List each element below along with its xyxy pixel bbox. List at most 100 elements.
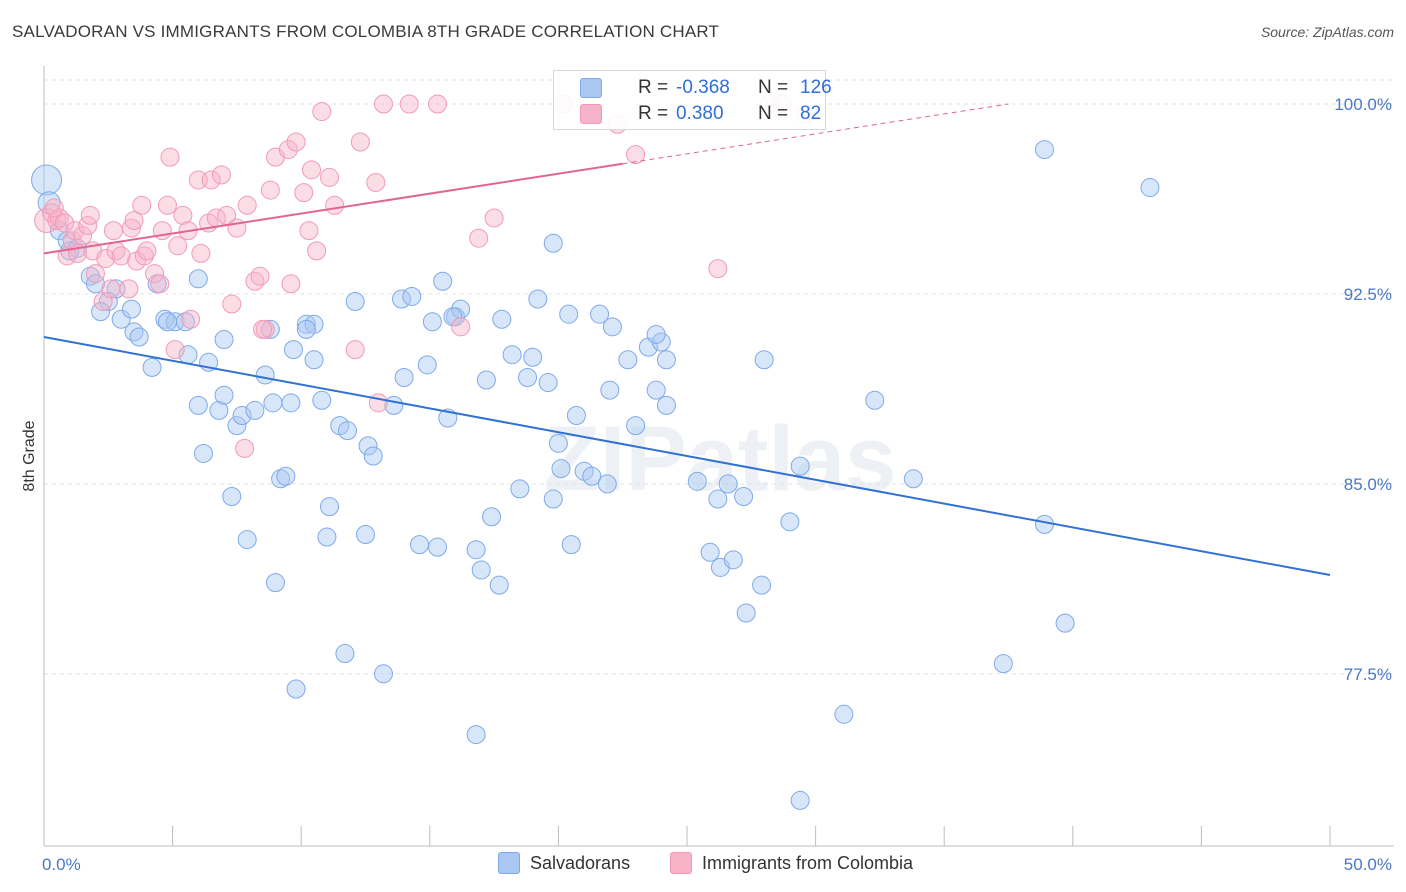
point-colombia <box>165 340 185 360</box>
point-colombia <box>368 393 388 413</box>
point-salvadorans <box>157 312 177 332</box>
point-salvadorans <box>646 324 666 344</box>
point-salvadorans <box>245 400 265 420</box>
legend-r-value: 0.380 <box>676 103 724 124</box>
point-colombia <box>160 147 180 167</box>
point-salvadorans <box>834 704 854 724</box>
point-salvadorans <box>111 309 131 329</box>
point-salvadorans <box>121 299 141 319</box>
y-tick-label: 100.0% <box>1334 95 1392 114</box>
point-salvadorans <box>903 469 923 489</box>
point-salvadorans <box>780 512 800 532</box>
legend-item-salvadorans[interactable]: Salvadorans <box>498 852 630 874</box>
point-salvadorans <box>296 314 316 334</box>
point-salvadorans <box>227 416 247 436</box>
legend-n-label: N = <box>758 103 789 124</box>
point-salvadorans <box>410 535 430 555</box>
point-salvadorans <box>374 664 394 684</box>
point-colombia <box>181 309 201 329</box>
point-colombia <box>150 274 170 294</box>
point-colombia <box>484 208 504 228</box>
point-salvadorans <box>790 456 810 476</box>
point-colombia <box>250 266 270 286</box>
point-salvadorans <box>1055 613 1075 633</box>
point-salvadorans <box>626 416 646 436</box>
point-salvadorans <box>618 350 638 370</box>
point-colombia <box>235 438 255 458</box>
point-colombia <box>145 264 165 284</box>
point-colombia <box>173 205 193 225</box>
point-salvadorans <box>263 393 283 413</box>
point-colombia <box>111 246 131 266</box>
point-salvadorans <box>188 395 208 415</box>
point-colombia <box>134 246 154 266</box>
point-salvadorans <box>312 390 332 410</box>
point-salvadorans <box>124 322 144 342</box>
point-salvadorans <box>736 603 756 623</box>
point-salvadorans <box>209 400 229 420</box>
point-colombia <box>44 198 64 218</box>
point-salvadorans <box>1035 140 1055 160</box>
point-colombia <box>319 167 339 187</box>
point-salvadorans <box>345 292 365 312</box>
point-salvadorans <box>222 487 242 507</box>
point-colombia <box>260 180 280 200</box>
point-colombia <box>626 145 646 165</box>
point-salvadorans <box>188 269 208 289</box>
point-colombia <box>345 340 365 360</box>
point-salvadorans <box>232 405 252 425</box>
point-salvadorans <box>510 479 530 499</box>
point-colombia <box>157 195 177 215</box>
point-colombia <box>366 172 386 192</box>
point-colombia <box>191 243 211 263</box>
point-salvadorans <box>98 292 118 312</box>
point-salvadorans <box>523 347 543 367</box>
point-salvadorans <box>518 367 538 387</box>
point-salvadorans <box>85 274 105 294</box>
legend-n-label: N = <box>758 77 789 98</box>
point-salvadorans <box>319 497 339 517</box>
point-salvadorans <box>708 489 728 509</box>
point-salvadorans <box>214 385 234 405</box>
point-colombia <box>350 132 370 152</box>
tick-labels: 77.5% 85.0% 92.5% 100.0% 0.0% 50.0% <box>42 95 1392 874</box>
point-colombia <box>119 279 139 299</box>
legend-label: Immigrants from Colombia <box>702 852 914 873</box>
x-tick-label: 0.0% <box>42 855 81 874</box>
point-salvadorans <box>993 654 1013 674</box>
point-salvadorans <box>551 459 571 479</box>
point-salvadorans <box>260 319 280 339</box>
point-salvadorans <box>417 355 437 375</box>
point-salvadorans <box>723 550 743 570</box>
point-colombia <box>201 170 221 190</box>
trend-line-colombia <box>43 162 623 255</box>
point-salvadorans <box>443 307 463 327</box>
point-salvadorans <box>286 679 306 699</box>
point-colombia <box>211 165 231 185</box>
watermark: ZIPatlas <box>544 408 897 510</box>
point-colombia <box>121 218 141 238</box>
gridlines <box>44 79 1394 675</box>
point-salvadorans <box>559 304 579 324</box>
point-salvadorans <box>363 446 383 466</box>
point-salvadorans <box>471 560 491 580</box>
point-colombia <box>124 210 144 230</box>
legend-swatch-colombia <box>580 104 602 124</box>
point-colombia <box>47 210 67 230</box>
point-salvadorans <box>1035 514 1055 534</box>
trend-line-colombia-dashed <box>622 103 1009 165</box>
legend-item-colombia[interactable]: Immigrants from Colombia <box>670 852 913 874</box>
point-colombia <box>278 140 298 160</box>
point-colombia <box>85 264 105 284</box>
point-salvadorans <box>265 573 285 593</box>
point-salvadorans <box>296 319 316 339</box>
point-salvadorans <box>356 525 375 545</box>
point-salvadorans <box>337 421 357 441</box>
point-salvadorans <box>255 365 275 385</box>
point-colombia <box>469 228 489 248</box>
point-salvadorans <box>538 373 558 393</box>
point-colombia <box>451 317 471 337</box>
point-colombia <box>80 205 100 225</box>
point-colombia <box>168 236 188 256</box>
